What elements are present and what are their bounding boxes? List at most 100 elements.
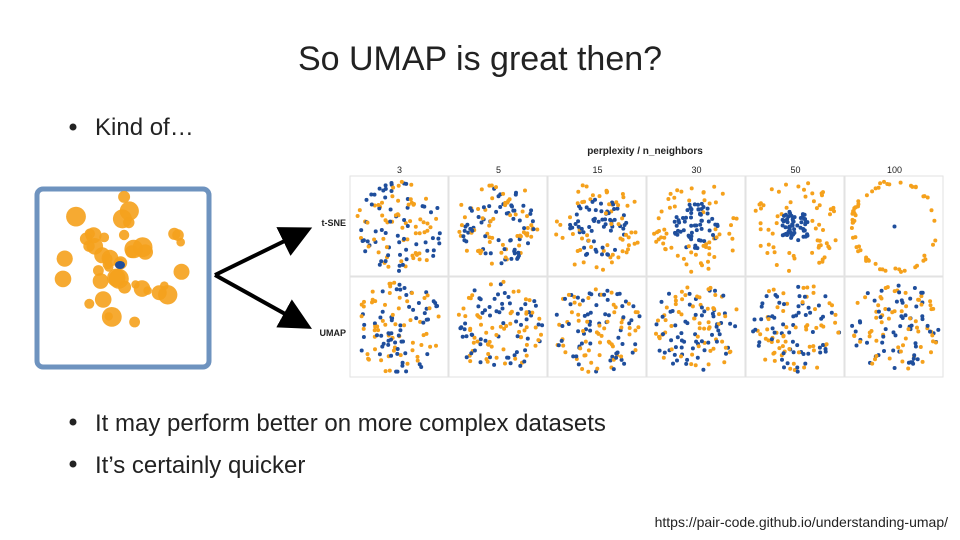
inset-dot xyxy=(118,229,130,241)
scatter-dot xyxy=(833,238,838,243)
scatter-dot xyxy=(496,238,501,243)
scatter-dot xyxy=(365,352,370,357)
scatter-dot xyxy=(817,260,822,265)
scatter-dot xyxy=(373,299,378,304)
scatter-dot xyxy=(590,193,595,198)
scatter-dot xyxy=(516,289,521,294)
scatter-dot xyxy=(492,296,497,301)
scatter-dot xyxy=(903,313,908,318)
scatter-dot xyxy=(879,288,884,293)
scatter-dot xyxy=(419,343,424,347)
scatter-dot xyxy=(523,188,527,193)
scatter-dot xyxy=(581,260,586,265)
scatter-dot xyxy=(680,297,685,302)
scatter-dot xyxy=(586,296,591,300)
scatter-dot xyxy=(707,246,712,251)
scatter-dot xyxy=(803,313,808,317)
scatter-dot xyxy=(512,247,517,252)
scatter-dot xyxy=(721,293,726,298)
scatter-dot xyxy=(362,322,367,327)
scatter-dot xyxy=(759,317,764,322)
scatter-dot xyxy=(376,203,381,207)
scatter-dot xyxy=(669,324,674,328)
scatter-dot xyxy=(410,253,415,258)
scatter-dot xyxy=(377,206,382,211)
scatter-dot xyxy=(892,366,897,370)
scatter-dot xyxy=(808,310,813,315)
scatter-dot xyxy=(780,357,784,362)
scatter-dot xyxy=(629,318,634,323)
scatter-dot xyxy=(774,221,779,226)
scatter-dot xyxy=(379,358,384,363)
scatter-dot xyxy=(806,181,811,186)
scatter-dot xyxy=(878,181,883,186)
scatter-dot xyxy=(512,251,517,256)
scatter-dot xyxy=(781,309,786,313)
scatter-dot xyxy=(462,327,467,332)
scatter-dot xyxy=(434,216,439,221)
scatter-dot xyxy=(373,229,378,234)
scatter-dot xyxy=(536,338,541,343)
scatter-dot xyxy=(580,367,585,371)
scatter-dot xyxy=(433,301,438,305)
scatter-dot xyxy=(522,226,527,231)
scatter-dot xyxy=(435,206,440,210)
scatter-dot xyxy=(702,348,707,353)
scatter-dot xyxy=(591,239,596,244)
scatter-dot xyxy=(593,287,598,292)
scatter-dot xyxy=(387,291,392,295)
scatter-dot xyxy=(380,200,384,205)
scatter-dot xyxy=(487,183,492,188)
scatter-dot xyxy=(396,333,401,338)
scatter-dot xyxy=(683,293,688,298)
column-label: 100 xyxy=(887,165,902,175)
scatter-dot xyxy=(370,289,375,294)
scatter-dot xyxy=(661,241,666,246)
scatter-dot xyxy=(383,302,387,307)
scatter-dot xyxy=(679,312,684,317)
scatter-dot xyxy=(701,243,706,248)
scatter-dot xyxy=(916,297,921,302)
scatter-dot xyxy=(408,197,413,202)
scatter-dot xyxy=(780,217,785,222)
scatter-dot xyxy=(488,313,492,318)
scatter-dot xyxy=(811,290,816,295)
scatter-dot xyxy=(918,345,923,349)
scatter-dot xyxy=(816,245,821,250)
scatter-dot xyxy=(521,203,526,208)
inset-dot xyxy=(66,206,86,227)
scatter-dot xyxy=(707,240,712,245)
scatter-dot xyxy=(403,351,408,356)
scatter-dot xyxy=(525,336,530,341)
scatter-dot xyxy=(892,309,897,314)
scatter-dot xyxy=(662,227,667,232)
scatter-dot xyxy=(857,244,861,249)
scatter-dot xyxy=(519,306,524,311)
scatter-dot xyxy=(724,351,728,356)
scatter-dot xyxy=(886,316,891,321)
inset-dot xyxy=(94,291,112,308)
scatter-dot xyxy=(383,231,388,235)
scatter-dot xyxy=(758,227,763,232)
scatter-dot xyxy=(660,314,665,319)
scatter-dot xyxy=(599,201,603,206)
inset-dot xyxy=(85,227,102,244)
scatter-dot xyxy=(696,207,701,212)
scatter-dot xyxy=(396,306,401,311)
scatter-dot xyxy=(610,354,615,359)
scatter-dot xyxy=(765,251,770,255)
scatter-dot xyxy=(795,223,800,228)
scatter-dot xyxy=(819,191,824,196)
scatter-dot xyxy=(415,358,420,363)
scatter-dot xyxy=(695,294,700,299)
title: So UMAP is great then? xyxy=(298,40,662,78)
scatter-dot xyxy=(488,355,492,360)
scatter-dot xyxy=(769,187,774,192)
scatter-dot xyxy=(805,285,810,290)
scatter-dot xyxy=(386,264,391,269)
scatter-dot xyxy=(767,289,771,294)
scatter-dot xyxy=(417,362,422,367)
scatter-dot xyxy=(477,248,482,253)
scatter-dot xyxy=(780,223,785,228)
scatter-dot xyxy=(856,202,861,207)
